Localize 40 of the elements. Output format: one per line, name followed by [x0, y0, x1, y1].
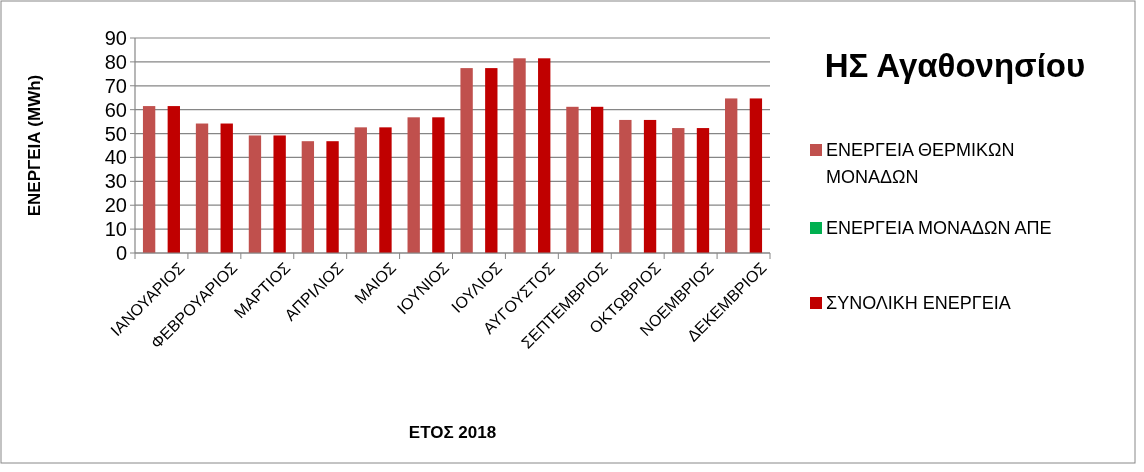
y-tick-label: 40	[104, 146, 127, 169]
bar	[749, 98, 763, 253]
bar	[379, 127, 392, 253]
y-axis-title: ΕΝΕΡΓΕΙΑ (MWh)	[25, 74, 44, 217]
y-tick-label: 20	[104, 194, 127, 217]
y-tick-label: 70	[104, 74, 127, 97]
y-tick-label: 80	[104, 50, 127, 73]
bar	[643, 119, 657, 253]
bar	[619, 119, 632, 253]
legend-label: ΣΥΝΟΛΙΚΗ ΕΝΕΡΓΕΙΑ	[826, 293, 1011, 314]
y-tick-label: 60	[104, 98, 127, 121]
bar	[326, 141, 339, 253]
bar	[672, 128, 685, 253]
text: ΗΣ Αγαθονησίου	[824, 47, 1086, 84]
y-tick-label: 0	[115, 242, 127, 264]
bar	[273, 135, 286, 253]
bar	[167, 106, 180, 253]
bar	[485, 68, 498, 253]
y-tick-label: 90	[104, 27, 127, 49]
bar	[566, 106, 579, 253]
bar	[538, 58, 551, 253]
bar	[725, 98, 738, 253]
y-tick-label: 30	[104, 170, 127, 193]
x-axis-title: ΕΤΟΣ 2018	[408, 423, 497, 442]
y-tick-label: 50	[104, 122, 127, 145]
bar	[407, 117, 420, 253]
bar	[590, 106, 604, 253]
bar	[220, 123, 233, 253]
bar	[696, 128, 710, 253]
y-tick-label: 10	[104, 218, 127, 241]
bar	[248, 135, 262, 253]
bar	[142, 106, 156, 253]
legend-label: ΕΝΕΡΓΕΙΑ ΘΕΡΜΙΚΩΝ ΜΟΝΑΔΩΝ	[826, 140, 1015, 188]
bar	[301, 141, 315, 253]
bar	[195, 123, 209, 253]
bar	[460, 68, 473, 253]
bar	[354, 127, 367, 253]
bar	[513, 58, 526, 253]
bar	[432, 117, 445, 253]
legend-label: ΕΝΕΡΓΕΙΑ ΜΟΝΑΔΩΝ ΑΠΕ	[826, 218, 1052, 239]
